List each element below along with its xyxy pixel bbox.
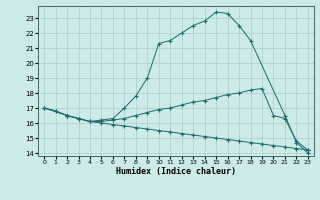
X-axis label: Humidex (Indice chaleur): Humidex (Indice chaleur) xyxy=(116,167,236,176)
